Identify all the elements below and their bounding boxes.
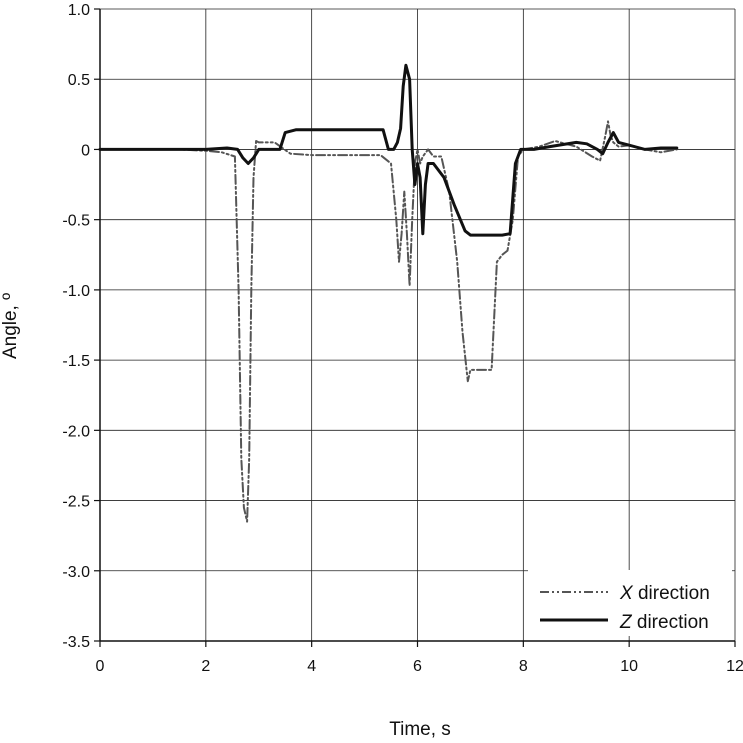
y-tick-label: 0.5 [68,72,90,89]
series-line-x-direction [99,120,678,523]
y-tick-label: 1.0 [68,2,90,19]
tick-labels: 1.0 0.5 0 -0.5 -1.0 -1.5 -2.0 -2.5 -3.0 -3.5 0 2 4 6 8… [62,2,743,675]
legend: X direction Z direction [528,570,732,636]
y-tick-label: -3.0 [62,564,90,581]
y-tick-label: 0 [81,142,90,159]
y-tick-label: -2.0 [62,423,90,440]
series-line-z-direction [98,63,679,237]
y-tick-label: -3.5 [62,634,90,651]
legend-background [528,570,732,636]
grid [100,8,736,641]
x-tick-label: 8 [519,658,528,675]
legend-label-z: Z direction [619,612,709,633]
x-tick-label: 12 [726,658,743,675]
y-tick-label: -2.5 [62,494,90,511]
x-tick-label: 0 [96,658,105,675]
y-tick-label: -1.0 [62,283,90,300]
y-axis-title: Angle, º [0,293,21,359]
x-axis-title: Time, s [389,719,451,740]
y-tick-label: -0.5 [62,213,90,230]
x-tick-label: 2 [201,658,210,675]
x-tick-label: 10 [620,658,638,675]
x-tick-label: 6 [413,658,422,675]
x-tick-label: 4 [307,658,316,675]
y-tick-label: -1.5 [62,353,90,370]
legend-label-x: X direction [619,583,710,604]
axes [94,8,736,647]
series-group [98,63,679,523]
